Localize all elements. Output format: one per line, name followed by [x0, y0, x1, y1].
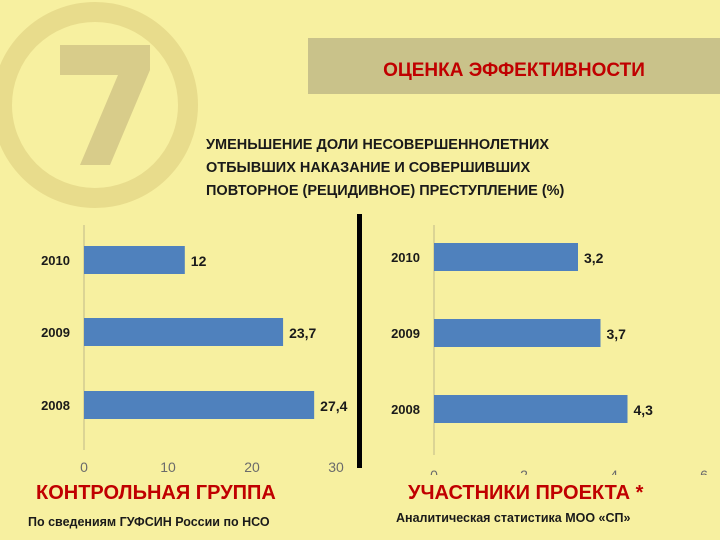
chart-0-value-label-2008: 27,4	[320, 398, 347, 414]
chart-1-value-label-2008: 4,3	[634, 402, 654, 418]
chart-0-value-label-2010: 12	[191, 253, 207, 269]
header-bar: ОЦЕНКА ЭФФЕКТИВНОСТИ	[308, 38, 720, 94]
chart-1-tick-2: 2	[520, 467, 528, 475]
chart-0-tick-0: 0	[80, 459, 88, 475]
subtitle-line-3: ПОВТОРНОЕ (РЕЦИДИВНОЕ) ПРЕСТУПЛЕНИЕ (%)	[206, 183, 565, 199]
caption-control-group: КОНТРОЛЬНАЯ ГРУППА	[36, 482, 276, 504]
chart-project-participants: 2010 3,2 2009 3,7 2008 4,3 0 2 4 6	[391, 225, 708, 475]
chart-0-tick-30: 30	[328, 459, 344, 475]
subtitle-line-1: УМЕНЬШЕНИЕ ДОЛИ НЕСОВЕРШЕННОЛЕТНИХ	[206, 137, 550, 153]
page-title: ОЦЕНКА ЭФФЕКТИВНОСТИ	[383, 60, 645, 81]
chart-1-tick-4: 4	[610, 467, 618, 475]
chart-1-value-label-2010: 3,2	[584, 250, 604, 266]
source-control-group: По сведениям ГУФСИН России по НСО	[28, 515, 270, 529]
chart-divider	[357, 214, 362, 468]
chart-0-tick-20: 20	[244, 459, 260, 475]
chart-control-group: 2010 12 2009 23,7 2008 27,4 0 10 20 30	[41, 225, 348, 475]
chart-0-tick-10: 10	[160, 459, 176, 475]
chart-1-category-2009: 2009	[391, 326, 420, 341]
caption-project-participants: УЧАСТНИКИ ПРОЕКТА *	[408, 482, 644, 504]
chart-1-bar-2008	[434, 395, 628, 423]
chart-1-bar-2009	[434, 319, 601, 347]
chart-1-value-label-2009: 3,7	[607, 326, 627, 342]
chart-0-category-2009: 2009	[41, 325, 70, 340]
chart-subtitle: УМЕНЬШЕНИЕ ДОЛИ НЕСОВЕРШЕННОЛЕТНИХ ОТБЫВ…	[206, 134, 716, 203]
chart-1-category-2008: 2008	[391, 402, 420, 417]
chart-0-category-2008: 2008	[41, 398, 70, 413]
chart-1-bar-2010	[434, 243, 578, 271]
chart-0-value-label-2009: 23,7	[289, 325, 316, 341]
chart-1-tick-0: 0	[430, 467, 438, 475]
chart-1-tick-6: 6	[700, 467, 708, 475]
chart-0-bar-2010	[84, 246, 185, 274]
source-project-participants: Аналитическая статистика МОО «СП»	[396, 511, 631, 525]
chart-0-bar-2008	[84, 391, 315, 419]
chart-0-category-2010: 2010	[41, 253, 70, 268]
chart-0-bar-2009	[84, 318, 284, 346]
subtitle-line-2: ОТБЫВШИХ НАКАЗАНИЕ И СОВЕРШИВШИХ	[206, 160, 531, 176]
chart-1-category-2010: 2010	[391, 250, 420, 265]
